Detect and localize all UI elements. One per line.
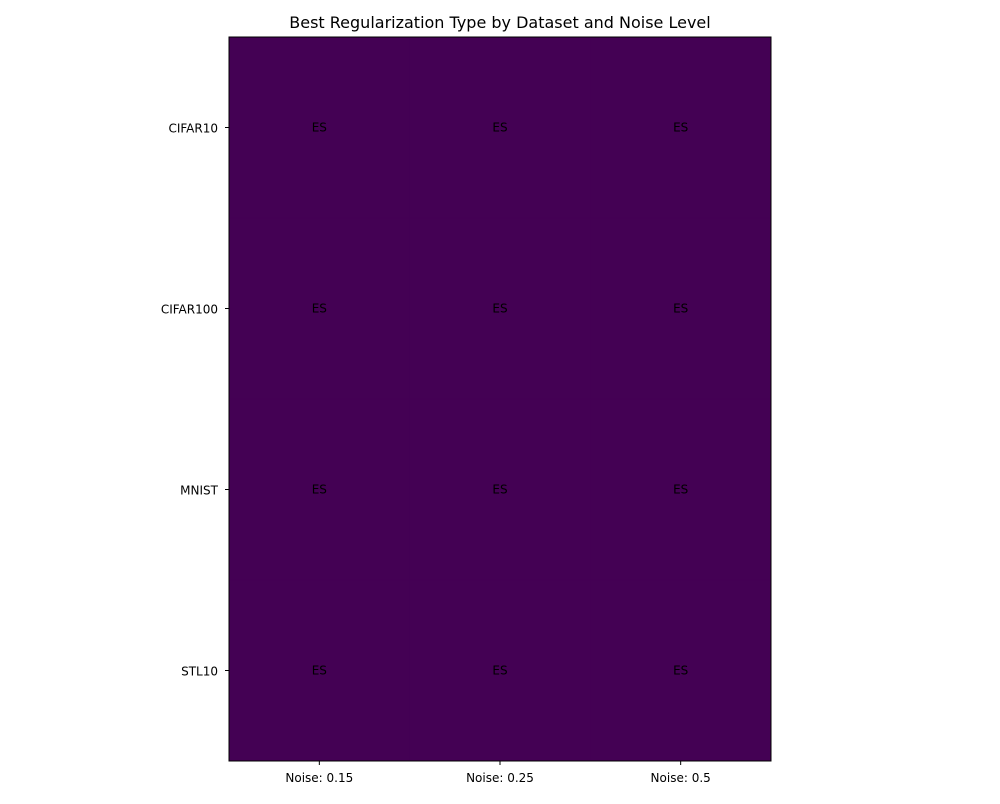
heatmap-cell — [228, 217, 410, 400]
cell-value-label: ES — [312, 121, 327, 135]
x-axis: Noise: 0.15 Noise: 0.25 Noise: 0.5 — [285, 761, 711, 785]
heatmap-cell — [409, 398, 591, 581]
cell-value-label: ES — [673, 121, 688, 135]
heatmap-cell — [228, 579, 410, 762]
heatmap-cell — [228, 36, 410, 219]
chart-title: Best Regularization Type by Dataset and … — [289, 13, 710, 32]
x-tick-label: Noise: 0.5 — [651, 771, 711, 785]
cell-value-label: ES — [673, 483, 688, 497]
cell-value-label: ES — [492, 664, 507, 678]
cell-value-label: ES — [673, 664, 688, 678]
heatmap-cell — [228, 398, 410, 581]
cell-value-label: ES — [492, 302, 507, 316]
y-tick-label: MNIST — [180, 484, 218, 498]
x-tick-label: Noise: 0.25 — [466, 771, 534, 785]
y-axis: CIFAR10 CIFAR100 MNIST STL10 — [161, 122, 229, 679]
y-tick-label: STL10 — [181, 665, 218, 679]
heatmap-cell — [409, 36, 591, 219]
y-tick-label: CIFAR10 — [168, 122, 218, 136]
heatmap-cell — [590, 579, 772, 762]
y-tick-label: CIFAR100 — [161, 303, 218, 317]
cell-value-label: ES — [312, 483, 327, 497]
cell-value-label: ES — [492, 121, 507, 135]
heatmap-cells — [228, 36, 772, 762]
cell-value-label: ES — [312, 302, 327, 316]
heatmap-cell — [409, 217, 591, 400]
heatmap-cell — [590, 217, 772, 400]
cell-labels: ES ES ES ES ES ES ES ES ES ES ES ES — [312, 121, 689, 678]
cell-value-label: ES — [673, 302, 688, 316]
cell-value-label: ES — [492, 483, 507, 497]
x-tick-label: Noise: 0.15 — [285, 771, 353, 785]
cell-value-label: ES — [312, 664, 327, 678]
